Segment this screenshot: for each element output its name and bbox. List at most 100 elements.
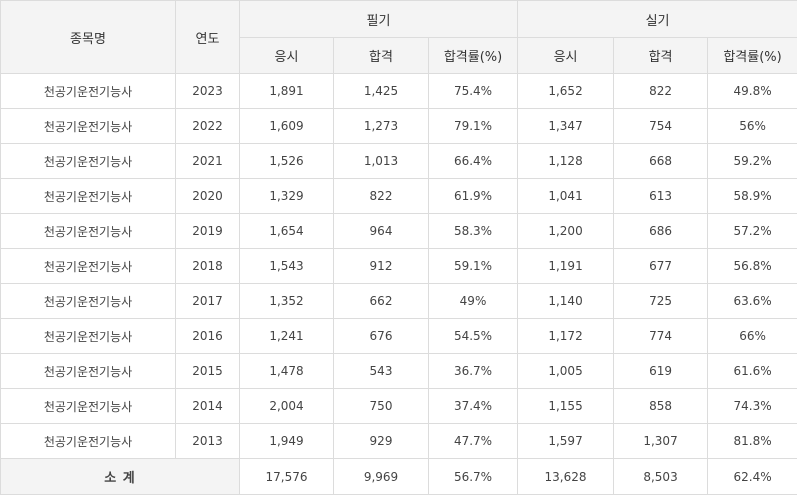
- cell-year: 2018: [175, 248, 240, 284]
- cell-written-applicants: 1,478: [239, 353, 334, 389]
- cell-written-applicants: 1,891: [239, 73, 334, 109]
- cell-written-applicants: 1,352: [239, 283, 334, 319]
- cell-written-rate: 59.1%: [427, 248, 519, 284]
- table-header: 종목명 연도 필기 실기 응시 합격 합격률(%) 응시 합격 합격률(%): [0, 0, 797, 74]
- header-practical-passed: 합격: [613, 37, 709, 74]
- cell-written-applicants: 1,609: [239, 108, 334, 144]
- cell-written-passed: 750: [333, 388, 429, 424]
- cell-practical-applicants: 1,005: [517, 353, 615, 389]
- cell-practical-passed: 677: [613, 248, 709, 284]
- cell-written-passed: 1,013: [333, 143, 429, 179]
- header-written-applicants: 응시: [239, 37, 334, 74]
- cell-practical-rate: 56.8%: [707, 248, 797, 284]
- cell-written-passed: 1,425: [333, 73, 429, 109]
- subtotal-written-passed: 9,969: [333, 458, 429, 495]
- header-written-rate: 합격률(%): [427, 37, 519, 74]
- cell-practical-applicants: 1,041: [517, 178, 615, 214]
- cell-practical-rate: 74.3%: [707, 388, 797, 424]
- cell-written-rate: 58.3%: [427, 213, 519, 249]
- subtotal-practical-applicants: 13,628: [517, 458, 615, 495]
- cell-written-applicants: 1,949: [239, 423, 334, 459]
- header-written-passed: 합격: [333, 37, 429, 74]
- cell-written-passed: 676: [333, 318, 429, 354]
- cell-written-applicants: 1,543: [239, 248, 334, 284]
- cell-practical-passed: 725: [613, 283, 709, 319]
- cell-written-rate: 79.1%: [427, 108, 519, 144]
- cell-practical-rate: 49.8%: [707, 73, 797, 109]
- cell-written-passed: 912: [333, 248, 429, 284]
- cell-item-name: 천공기운전기능사: [0, 248, 176, 284]
- header-year: 연도: [175, 0, 240, 74]
- cell-item-name: 천공기운전기능사: [0, 353, 176, 389]
- cell-written-passed: 662: [333, 283, 429, 319]
- cell-item-name: 천공기운전기능사: [0, 73, 176, 109]
- cell-written-applicants: 2,004: [239, 388, 334, 424]
- cell-written-applicants: 1,654: [239, 213, 334, 249]
- cell-practical-applicants: 1,155: [517, 388, 615, 424]
- cell-practical-rate: 57.2%: [707, 213, 797, 249]
- cell-item-name: 천공기운전기능사: [0, 318, 176, 354]
- table-body: 천공기운전기능사 2023 1,891 1,425 75.4% 1,652 82…: [0, 73, 797, 495]
- subtotal-written-rate: 56.7%: [427, 458, 519, 495]
- table-row: 천공기운전기능사 2018 1,543 912 59.1% 1,191 677 …: [0, 248, 797, 284]
- cell-practical-rate: 59.2%: [707, 143, 797, 179]
- cell-practical-rate: 81.8%: [707, 423, 797, 459]
- header-written-exam: 필기: [238, 0, 519, 38]
- cell-written-rate: 47.7%: [427, 423, 519, 459]
- cell-practical-passed: 619: [613, 353, 709, 389]
- cell-item-name: 천공기운전기능사: [0, 178, 176, 214]
- table-row: 천공기운전기능사 2015 1,478 543 36.7% 1,005 619 …: [0, 353, 797, 389]
- cell-written-rate: 54.5%: [427, 318, 519, 354]
- subtotal-practical-passed: 8,503: [613, 458, 709, 495]
- cell-written-rate: 49%: [427, 283, 519, 319]
- cell-written-rate: 66.4%: [427, 143, 519, 179]
- cell-practical-passed: 754: [613, 108, 709, 144]
- cell-written-passed: 822: [333, 178, 429, 214]
- cell-written-rate: 36.7%: [427, 353, 519, 389]
- cell-practical-applicants: 1,172: [517, 318, 615, 354]
- cell-written-rate: 61.9%: [427, 178, 519, 214]
- cell-written-passed: 964: [333, 213, 429, 249]
- cell-practical-passed: 858: [613, 388, 709, 424]
- cell-written-passed: 929: [333, 423, 429, 459]
- cell-written-applicants: 1,241: [239, 318, 334, 354]
- cell-year: 2019: [175, 213, 240, 249]
- table-row: 천공기운전기능사 2019 1,654 964 58.3% 1,200 686 …: [0, 213, 797, 249]
- header-item-name: 종목명: [0, 0, 176, 74]
- cell-practical-rate: 66%: [707, 318, 797, 354]
- cell-year: 2017: [175, 283, 240, 319]
- subtotal-written-applicants: 17,576: [239, 458, 334, 495]
- table-row: 천공기운전기능사 2023 1,891 1,425 75.4% 1,652 82…: [0, 73, 797, 109]
- cell-item-name: 천공기운전기능사: [0, 108, 176, 144]
- table-row: 천공기운전기능사 2013 1,949 929 47.7% 1,597 1,30…: [0, 423, 797, 459]
- cell-practical-passed: 822: [613, 73, 709, 109]
- table-row: 천공기운전기능사 2016 1,241 676 54.5% 1,172 774 …: [0, 318, 797, 354]
- cell-practical-applicants: 1,191: [517, 248, 615, 284]
- cell-practical-passed: 668: [613, 143, 709, 179]
- table-row: 천공기운전기능사 2021 1,526 1,013 66.4% 1,128 66…: [0, 143, 797, 179]
- cell-written-passed: 543: [333, 353, 429, 389]
- table-row: 천공기운전기능사 2014 2,004 750 37.4% 1,155 858 …: [0, 388, 797, 424]
- cell-year: 2020: [175, 178, 240, 214]
- cell-practical-applicants: 1,140: [517, 283, 615, 319]
- cell-practical-rate: 63.6%: [707, 283, 797, 319]
- subtotal-label: 소 계: [0, 458, 240, 495]
- cell-written-applicants: 1,329: [239, 178, 334, 214]
- cell-practical-applicants: 1,597: [517, 423, 615, 459]
- cell-practical-passed: 686: [613, 213, 709, 249]
- cell-practical-applicants: 1,200: [517, 213, 615, 249]
- table-row: 천공기운전기능사 2020 1,329 822 61.9% 1,041 613 …: [0, 178, 797, 214]
- cell-year: 2023: [175, 73, 240, 109]
- cell-practical-rate: 61.6%: [707, 353, 797, 389]
- cell-written-rate: 37.4%: [427, 388, 519, 424]
- cell-item-name: 천공기운전기능사: [0, 283, 176, 319]
- cell-item-name: 천공기운전기능사: [0, 388, 176, 424]
- table-row: 천공기운전기능사 2022 1,609 1,273 79.1% 1,347 75…: [0, 108, 797, 144]
- cell-practical-applicants: 1,128: [517, 143, 615, 179]
- subtotal-row: 소 계 17,576 9,969 56.7% 13,628 8,503 62.4…: [0, 458, 797, 495]
- cell-year: 2015: [175, 353, 240, 389]
- header-practical-applicants: 응시: [517, 37, 615, 74]
- cell-practical-applicants: 1,347: [517, 108, 615, 144]
